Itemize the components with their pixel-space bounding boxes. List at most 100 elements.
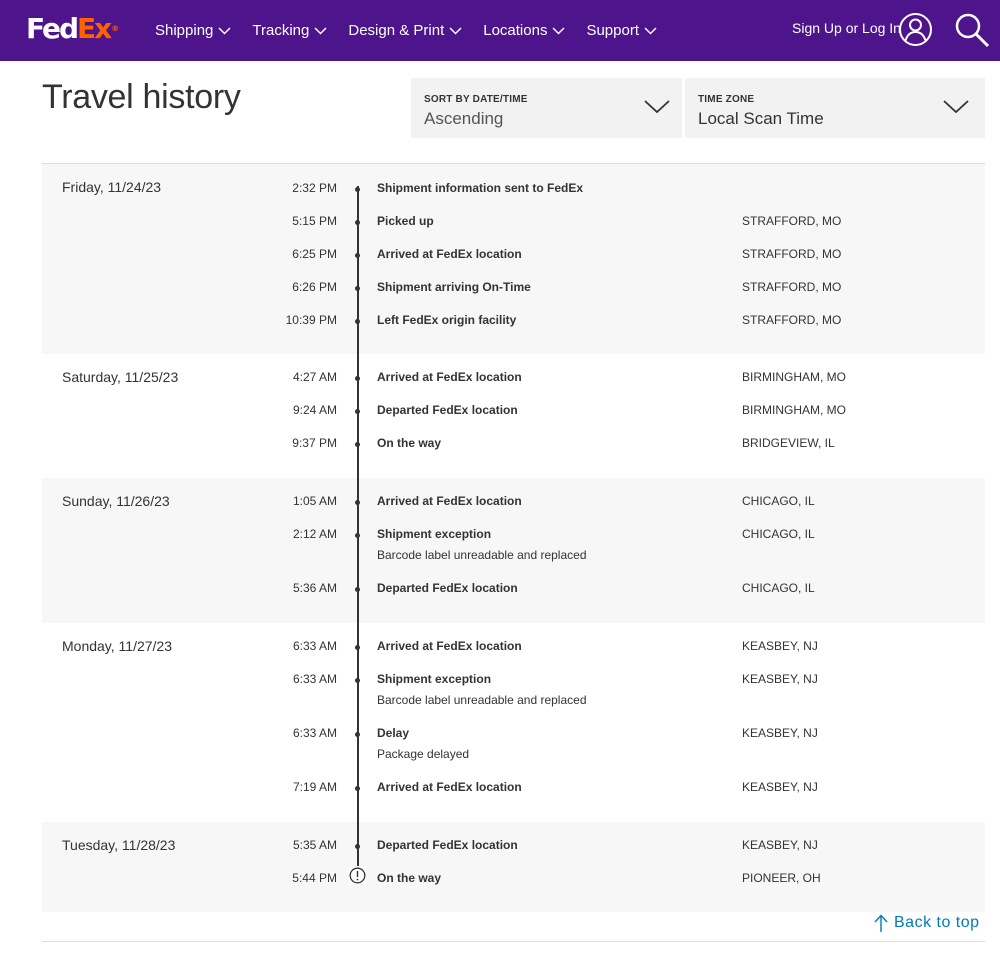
event-status: Departed FedEx location [377, 403, 518, 417]
back-to-top-link[interactable]: Back to top [874, 914, 980, 932]
event-status: Arrived at FedEx location [377, 780, 522, 794]
day-group: Monday, 11/27/23 6:33 AM Arrived at FedEx … [42, 623, 985, 822]
event-location: KEASBEY, NJ [742, 838, 818, 852]
sort-by-value: Ascending [424, 109, 504, 128]
timeline-event: 5:35 AM Departed FedEx location KEASBEY, N… [42, 838, 985, 858]
travel-history-timeline: Friday, 11/24/23 2:32 PM Shipment informat… [42, 164, 985, 912]
nav-item-support[interactable]: Support [586, 22, 657, 39]
chevron-down-icon [644, 26, 657, 35]
event-location: STRAFFORD, MO [742, 280, 842, 294]
event-status: Delay [377, 726, 410, 740]
back-to-top-label: Back to top [894, 914, 980, 931]
page-title: Travel history [42, 78, 241, 116]
event-location: BIRMINGHAM, MO [742, 370, 846, 384]
nav-item-label: Tracking [252, 22, 310, 39]
event-status: Arrived at FedEx location [377, 370, 522, 384]
chevron-down-icon [314, 26, 327, 35]
event-time: 6:25 PM [292, 247, 337, 261]
event-location: KEASBEY, NJ [742, 726, 818, 740]
fedex-logo[interactable]: FedEx® [26, 13, 119, 45]
timeline-event: 1:05 AM Arrived at FedEx location CHICAGO,… [42, 494, 985, 514]
sign-up-or-log-in-link[interactable]: Sign Up or Log In [792, 20, 901, 36]
event-time: 6:33 AM [292, 726, 337, 740]
event-status: On the way [377, 436, 442, 450]
event-status: Arrived at FedEx location [377, 494, 522, 508]
timeline-event: 2:32 PM Shipment information sent to FedE… [42, 181, 985, 201]
exclamation-circle-icon [349, 867, 366, 884]
event-time: 5:15 PM [292, 214, 337, 228]
event-status: Picked up [377, 214, 434, 228]
day-group: Saturday, 11/25/23 4:27 AM Arrived at FedE… [42, 354, 985, 478]
timeline-event: 7:19 AM Arrived at FedEx location KEASBEY,… [42, 780, 985, 800]
event-status: Arrived at FedEx location [377, 639, 522, 653]
event-time: 2:12 AM [292, 527, 337, 541]
timeline-event: 9:24 AM Departed FedEx location BIRMINGHAM… [42, 403, 985, 423]
timeline-top-divider [42, 163, 985, 164]
event-detail: Package delayed [377, 747, 470, 761]
nav-item-design-print[interactable]: Design & Print [348, 22, 462, 39]
day-group: Tuesday, 11/28/23 5:35 AM Departed FedEx l… [42, 822, 985, 912]
nav-item-locations[interactable]: Locations [483, 22, 565, 39]
event-location: KEASBEY, NJ [742, 639, 818, 653]
day-date: Sunday, 11/26/23 [62, 493, 170, 509]
chevron-down-icon [218, 26, 231, 35]
nav-item-label: Support [586, 22, 639, 39]
timeline-event: 6:25 PM Arrived at FedEx location STRAFFOR… [42, 247, 985, 267]
arrow-up-icon [874, 914, 888, 932]
event-location: BIRMINGHAM, MO [742, 403, 846, 417]
event-time: 5:44 PM [292, 871, 337, 885]
chevron-down-icon [943, 100, 969, 114]
timeline-event: 4:27 AM Arrived at FedEx location BIRMINGH… [42, 370, 985, 390]
day-date: Friday, 11/24/23 [62, 179, 162, 195]
timeline-event: 6:33 AM Shipment exception Barcode label u… [42, 672, 985, 707]
event-location: KEASBEY, NJ [742, 672, 818, 686]
event-status: Shipment arriving On-Time [377, 280, 531, 294]
timeline-event: 2:12 AM Shipment exception Barcode label u… [42, 527, 985, 562]
nav-item-shipping[interactable]: Shipping [155, 22, 231, 39]
event-time: 2:32 PM [292, 181, 337, 195]
nav-item-label: Locations [483, 22, 548, 39]
timeline-event: 10:39 PM Left FedEx origin facility STRAFF… [42, 313, 985, 333]
event-location: BRIDGEVIEW, IL [742, 436, 835, 450]
chevron-down-icon [644, 100, 670, 114]
event-time: 6:26 PM [292, 280, 337, 294]
event-status: Departed FedEx location [377, 838, 518, 852]
event-location: STRAFFORD, MO [742, 247, 842, 261]
event-status: Arrived at FedEx location [377, 247, 522, 261]
event-time: 10:39 PM [285, 313, 337, 327]
search-icon[interactable] [954, 12, 990, 48]
timeline-event: 6:33 AM Delay Package delayed KEASBEY, NJ [42, 726, 985, 761]
event-detail: Barcode label unreadable and replaced [377, 548, 587, 562]
time-zone-select[interactable]: TIME ZONE Local Scan Time [685, 78, 985, 138]
event-status: Shipment exception [377, 672, 492, 686]
timeline-event: 5:15 PM Picked up STRAFFORD, MO [42, 214, 985, 234]
user-account-icon[interactable] [898, 12, 933, 47]
nav-item-tracking[interactable]: Tracking [252, 22, 327, 39]
timeline-bottom-divider [42, 941, 985, 942]
event-status: Shipment exception [377, 527, 492, 541]
event-time: 5:35 AM [292, 838, 337, 852]
logo-ex: Ex [77, 12, 112, 45]
sort-by-label: SORT BY DATE/TIME [424, 94, 528, 105]
sort-by-select[interactable]: SORT BY DATE/TIME Ascending [411, 78, 682, 138]
time-zone-label: TIME ZONE [698, 94, 755, 105]
chevron-down-icon [552, 26, 565, 35]
event-time: 4:27 AM [292, 370, 337, 384]
event-location: CHICAGO, IL [742, 581, 815, 595]
time-zone-value: Local Scan Time [698, 109, 824, 128]
event-status: On the way [377, 871, 442, 885]
nav-item-label: Design & Print [348, 22, 445, 39]
day-date: Saturday, 11/25/23 [62, 369, 179, 385]
event-time: 1:05 AM [292, 494, 337, 508]
day-date: Tuesday, 11/28/23 [62, 837, 176, 853]
event-status: Departed FedEx location [377, 581, 518, 595]
event-time: 9:37 PM [292, 436, 337, 450]
event-status: Shipment information sent to FedEx [377, 181, 584, 195]
event-location: CHICAGO, IL [742, 527, 815, 541]
timeline-line [357, 186, 359, 866]
logo-fed: Fed [26, 12, 79, 45]
timeline-event: 6:33 AM Arrived at FedEx location KEASBEY,… [42, 639, 985, 659]
nav-item-label: Shipping [155, 22, 214, 39]
timeline-event: 5:36 AM Departed FedEx location CHICAGO, I… [42, 581, 985, 601]
event-status: Left FedEx origin facility [377, 313, 517, 327]
